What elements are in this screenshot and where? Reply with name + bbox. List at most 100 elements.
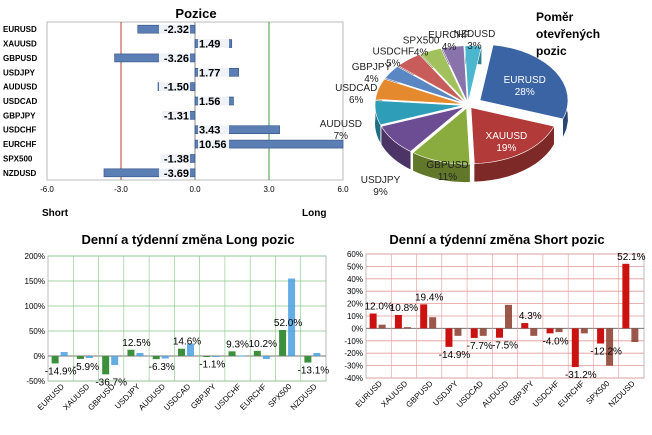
position-bar [114, 53, 196, 63]
pie-slice [470, 107, 555, 164]
data-label: -12.2% [590, 347, 622, 358]
value-label-bg [198, 138, 229, 151]
data-label: 12.5% [122, 338, 150, 349]
y-tick-label: 0% [33, 352, 45, 361]
y-tick-label: 50% [347, 262, 363, 271]
change-bar [85, 356, 93, 358]
value-label: 3.43 [199, 125, 220, 137]
value-label-bg [159, 80, 190, 93]
change-bar [420, 304, 428, 329]
data-label: -6.3% [149, 362, 175, 373]
pie-title-line-3: pozic [536, 44, 567, 58]
value-label: -2.32 [164, 24, 189, 36]
x-tick-label: -3.0 [114, 185, 128, 194]
change-bar [496, 328, 503, 338]
short-change-chart: Denní a týdenní změna Short pozic -40% -3… [344, 232, 645, 409]
category-label: GBPUSD [3, 54, 37, 63]
change-bar [571, 328, 579, 368]
change-bar [212, 356, 220, 357]
category-label: USDCAD [162, 382, 192, 412]
change-bar [279, 330, 287, 356]
category-label: EURCHF [3, 140, 36, 149]
pie-slice-label: SPX500 [403, 35, 440, 46]
change-bar [288, 278, 296, 356]
category-label: USDCHF [213, 382, 243, 412]
change-bar [429, 317, 437, 329]
value-label-bg [159, 166, 190, 179]
category-label: NZDUSD [289, 382, 319, 412]
value-label: -3.26 [164, 53, 189, 65]
value-label-bg [159, 109, 190, 122]
category-label: GBPUSD [404, 379, 434, 409]
x-tick-label: 6.0 [337, 185, 349, 194]
y-tick-label: -20% [344, 349, 363, 358]
change-bar [102, 356, 110, 375]
category-label: XAUUSD [3, 40, 37, 49]
change-bar [237, 355, 245, 357]
category-label: EURUSD [354, 379, 384, 409]
value-label: -1.31 [164, 110, 189, 122]
pie-slice-label: USDCHF [372, 46, 414, 57]
long-title-rest: změna Long pozic [178, 232, 294, 247]
pie-slice [380, 106, 465, 152]
pie-slice-percent: 4% [442, 42, 457, 53]
data-label: 9.3% [226, 339, 249, 350]
change-bar [253, 350, 261, 356]
data-label: 10.2% [249, 339, 277, 350]
value-label-bg [198, 123, 229, 136]
pie-slice [464, 45, 482, 102]
positions-title: Pozice [175, 6, 216, 21]
y-tick-label: 0% [351, 324, 363, 333]
data-label: -7.5% [492, 341, 518, 352]
value-label-bg [159, 23, 190, 36]
data-label: -13.1% [298, 366, 330, 377]
short-title-weekly: týdenní [440, 232, 487, 247]
short-title-rest: změna Short pozic [486, 232, 604, 247]
y-tick-label: -30% [344, 362, 363, 371]
pie-slice [479, 44, 569, 120]
pie-slice-label: AUDUSD [320, 119, 362, 130]
change-bar [606, 328, 614, 366]
pie-slice-percent: 7% [334, 131, 349, 142]
data-label: -14.9% [45, 366, 77, 377]
data-label: -36.7% [95, 377, 127, 388]
change-bar [369, 313, 377, 329]
category-label: NZDUSD [607, 379, 637, 409]
short-title-daily: Denní [389, 232, 426, 247]
y-tick-label: 10% [347, 312, 363, 321]
pie-slice-label: USDCAD [335, 83, 377, 94]
value-label: -3.69 [164, 168, 189, 180]
value-label: -1.50 [164, 82, 189, 94]
category-label: EURUSD [3, 25, 37, 34]
y-tick-label: 30% [347, 287, 363, 296]
change-bar [262, 356, 270, 359]
category-label: USDCAD [3, 97, 37, 106]
change-bar [530, 328, 538, 336]
change-bar [580, 328, 588, 334]
pie-slice-side [474, 126, 554, 182]
pie-slice-percent: 5% [386, 58, 401, 69]
long-title-and: a [118, 232, 132, 247]
pie-slice [397, 54, 466, 103]
category-label: EURCHF [238, 382, 268, 412]
change-bar [445, 328, 453, 347]
value-label-bg [159, 152, 190, 165]
value-label: 1.56 [199, 96, 220, 108]
position-bar [194, 139, 344, 149]
pie-slice-label: XAUUSD [486, 131, 528, 142]
change-bar [454, 328, 462, 336]
pie-title: Poměr otevřených pozic [536, 10, 603, 58]
category-label: AUDUSD [3, 83, 37, 92]
data-label: 10.8% [390, 303, 418, 314]
change-bar [622, 263, 630, 329]
change-bar [479, 328, 487, 336]
pie-slice-percent: 28% [515, 87, 535, 98]
pie-title-line-1: Poměr [536, 10, 574, 24]
data-label: 19.4% [415, 292, 443, 303]
pie-slice-percent: 3% [467, 41, 482, 52]
category-label: GBPJPY [3, 111, 36, 120]
pie-slice [412, 107, 471, 165]
pie-slice [375, 78, 464, 105]
